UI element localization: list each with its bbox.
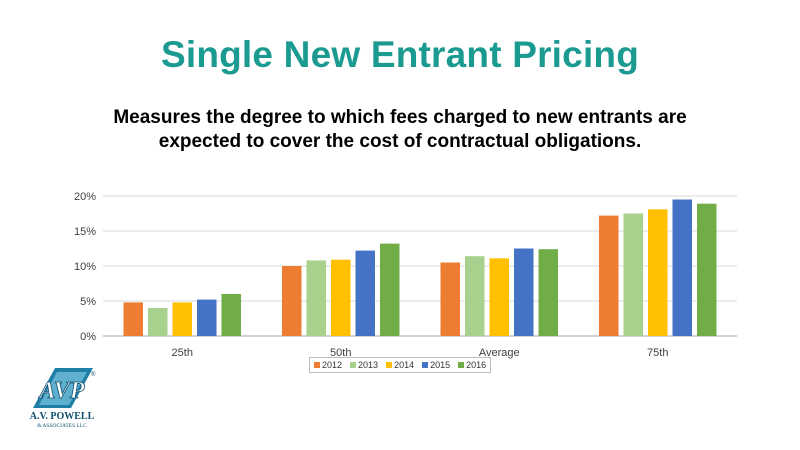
- legend-label: 2014: [394, 360, 415, 370]
- page-title: Single New Entrant Pricing: [160, 34, 640, 75]
- bar: [465, 256, 485, 336]
- legend-swatch: [422, 362, 429, 368]
- x-tick-label: Average: [479, 347, 520, 359]
- legend-label: 2016: [466, 360, 487, 370]
- legend-swatch: [458, 362, 465, 368]
- x-tick-label: 25th: [172, 347, 193, 359]
- logo-company-name: A.V. POWELL: [30, 411, 95, 422]
- bar: [306, 260, 326, 336]
- legend-item: 2016: [458, 360, 486, 370]
- page-subtitle: Measures the degree to which fees charge…: [60, 106, 740, 154]
- y-tick-label: 0%: [80, 331, 96, 343]
- bar: [623, 213, 643, 336]
- bar: [221, 294, 241, 336]
- logo-letters: AVP: [38, 378, 85, 404]
- legend-swatch: [350, 362, 357, 368]
- bar: [123, 302, 143, 336]
- subtitle-line-2: expected to cover the cost of contractua…: [158, 131, 642, 152]
- legend-item: 2013: [350, 360, 378, 370]
- bar: [282, 266, 302, 336]
- legend-item: 2015: [422, 360, 450, 370]
- bar: [355, 250, 375, 336]
- legend-swatch: [386, 362, 393, 368]
- bar: [648, 209, 668, 336]
- bar: [172, 302, 192, 336]
- bar: [489, 258, 509, 336]
- legend-label: 2013: [358, 360, 379, 370]
- y-tick-label: 15%: [74, 226, 96, 238]
- logo-emblem-shade: [39, 372, 87, 405]
- x-tick-label: 50th: [330, 347, 351, 359]
- legend-label: 2012: [322, 360, 343, 370]
- y-tick-label: 10%: [74, 261, 96, 273]
- logo-registered-mark: ®: [91, 371, 96, 378]
- legend-item: 2012: [314, 360, 342, 370]
- y-tick-label: 5%: [80, 296, 96, 308]
- bar: [538, 249, 558, 336]
- bar: [697, 203, 717, 336]
- bar: [599, 215, 619, 336]
- bar: [148, 308, 168, 336]
- bar: [197, 299, 217, 336]
- subtitle-line-1: Measures the degree to which fees charge…: [113, 107, 687, 128]
- chart-legend: 2012 2013 2014 2015 2016: [309, 357, 492, 373]
- logo-company-sub: & ASSOCIATES LLC: [37, 423, 87, 429]
- bar: [440, 262, 460, 336]
- bar: [672, 199, 692, 336]
- company-logo: AVP ® A.V. POWELL & ASSOCIATES LLC: [30, 368, 96, 429]
- legend-label: 2015: [430, 360, 451, 370]
- legend-item: 2014: [386, 360, 414, 370]
- bar: [331, 259, 351, 336]
- bar: [514, 248, 534, 336]
- x-tick-label: 75th: [647, 347, 668, 359]
- bar: [380, 243, 400, 336]
- legend-swatch: [314, 362, 320, 368]
- y-tick-label: 20%: [74, 191, 96, 203]
